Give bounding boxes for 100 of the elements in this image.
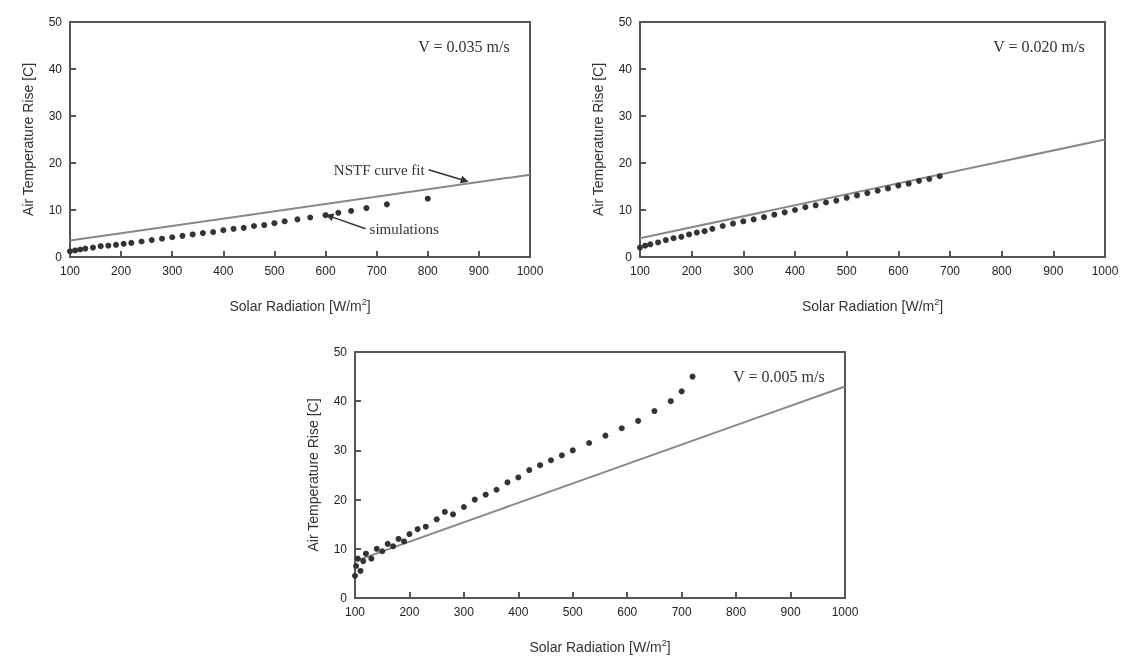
y-tick-label: 20: [618, 156, 633, 170]
x-tick-label: 800: [726, 605, 747, 619]
y-tick-label: 40: [618, 62, 633, 76]
point: [647, 241, 654, 248]
x-tick-label: 200: [681, 264, 702, 278]
point: [363, 205, 370, 212]
y-tick-label: 40: [48, 62, 63, 76]
y-tick-label: 0: [55, 250, 63, 264]
point: [281, 218, 288, 225]
point: [895, 182, 902, 189]
point: [422, 523, 429, 530]
point: [353, 563, 360, 570]
point: [138, 238, 145, 245]
point: [90, 244, 96, 251]
point: [781, 209, 788, 216]
point: [843, 194, 850, 201]
point: [750, 216, 757, 223]
point: [261, 222, 268, 229]
x-tick-label: 900: [780, 605, 801, 619]
x-tick-label: 800: [417, 264, 439, 278]
point: [97, 243, 104, 250]
point: [471, 496, 478, 503]
point: [424, 195, 431, 202]
point: [771, 211, 778, 218]
x-tick-label: 700: [366, 264, 387, 278]
point: [189, 231, 196, 238]
point: [383, 201, 390, 208]
y-axis-title: Air Temperature Rise [C]: [590, 62, 606, 217]
x-tick-label: 100: [59, 264, 81, 278]
point: [401, 538, 407, 545]
point: [210, 229, 217, 236]
y-tick-label: 40: [333, 394, 348, 409]
x-tick-label: 200: [111, 264, 132, 278]
x-tick-label: 900: [468, 264, 490, 278]
point: [395, 535, 402, 542]
point: [637, 244, 643, 251]
x-tick-label: 700: [939, 264, 961, 278]
point: [558, 452, 565, 459]
point: [537, 462, 544, 469]
point: [667, 398, 674, 405]
point: [854, 192, 860, 199]
point: [493, 486, 500, 493]
point: [77, 246, 84, 253]
x-tick-label: 800: [991, 264, 1012, 278]
point: [689, 373, 696, 380]
x-tick-label: 300: [453, 605, 475, 619]
annotation: V = 0.020 m/s: [993, 37, 1085, 55]
point: [833, 197, 840, 204]
point: [450, 511, 456, 518]
x-tick-label: 400: [213, 264, 234, 278]
point: [179, 232, 186, 239]
point: [569, 447, 576, 454]
point: [651, 408, 658, 415]
y-tick-label: 10: [333, 541, 348, 556]
point: [761, 214, 767, 221]
point: [526, 467, 533, 474]
point: [390, 543, 397, 550]
x-tick-label: 1000: [1091, 264, 1119, 278]
point: [586, 440, 593, 447]
point: [251, 222, 257, 229]
x-tick-label: 300: [733, 264, 754, 278]
point: [670, 235, 677, 242]
y-tick-label: 0: [625, 250, 633, 264]
annotation: V = 0.005 m/s: [733, 367, 825, 385]
point: [655, 239, 662, 246]
point: [802, 204, 809, 211]
point: [271, 220, 278, 227]
point: [635, 417, 642, 424]
point: [433, 516, 440, 523]
point: [379, 548, 386, 555]
y-tick-label: 10: [618, 203, 633, 217]
y-tick-label: 30: [618, 109, 633, 123]
x-tick-label: 500: [264, 264, 285, 278]
point: [823, 199, 829, 206]
x-tick-label: 500: [562, 605, 584, 619]
point: [701, 228, 708, 235]
x-tick-label: 900: [1043, 264, 1064, 278]
y-tick-label: 30: [333, 443, 348, 458]
x-tick-label: 400: [784, 264, 806, 278]
point: [348, 207, 355, 214]
point: [730, 220, 736, 227]
point: [905, 180, 912, 187]
point: [548, 457, 554, 464]
point: [322, 212, 329, 219]
point: [357, 567, 364, 574]
y-tick-label: 30: [48, 109, 63, 123]
point: [719, 222, 726, 229]
point: [362, 550, 369, 557]
point: [307, 214, 314, 221]
point: [642, 242, 649, 249]
y-tick-label: 20: [333, 492, 348, 507]
x-tick-label: 600: [315, 264, 336, 278]
y-tick-label: 50: [333, 345, 348, 359]
point: [792, 207, 798, 213]
x-tick-label: 100: [629, 264, 651, 278]
annotation: V = 0.035 m/s: [418, 37, 510, 55]
point: [926, 175, 933, 182]
point: [602, 432, 609, 439]
point: [294, 216, 301, 223]
point: [199, 230, 206, 237]
